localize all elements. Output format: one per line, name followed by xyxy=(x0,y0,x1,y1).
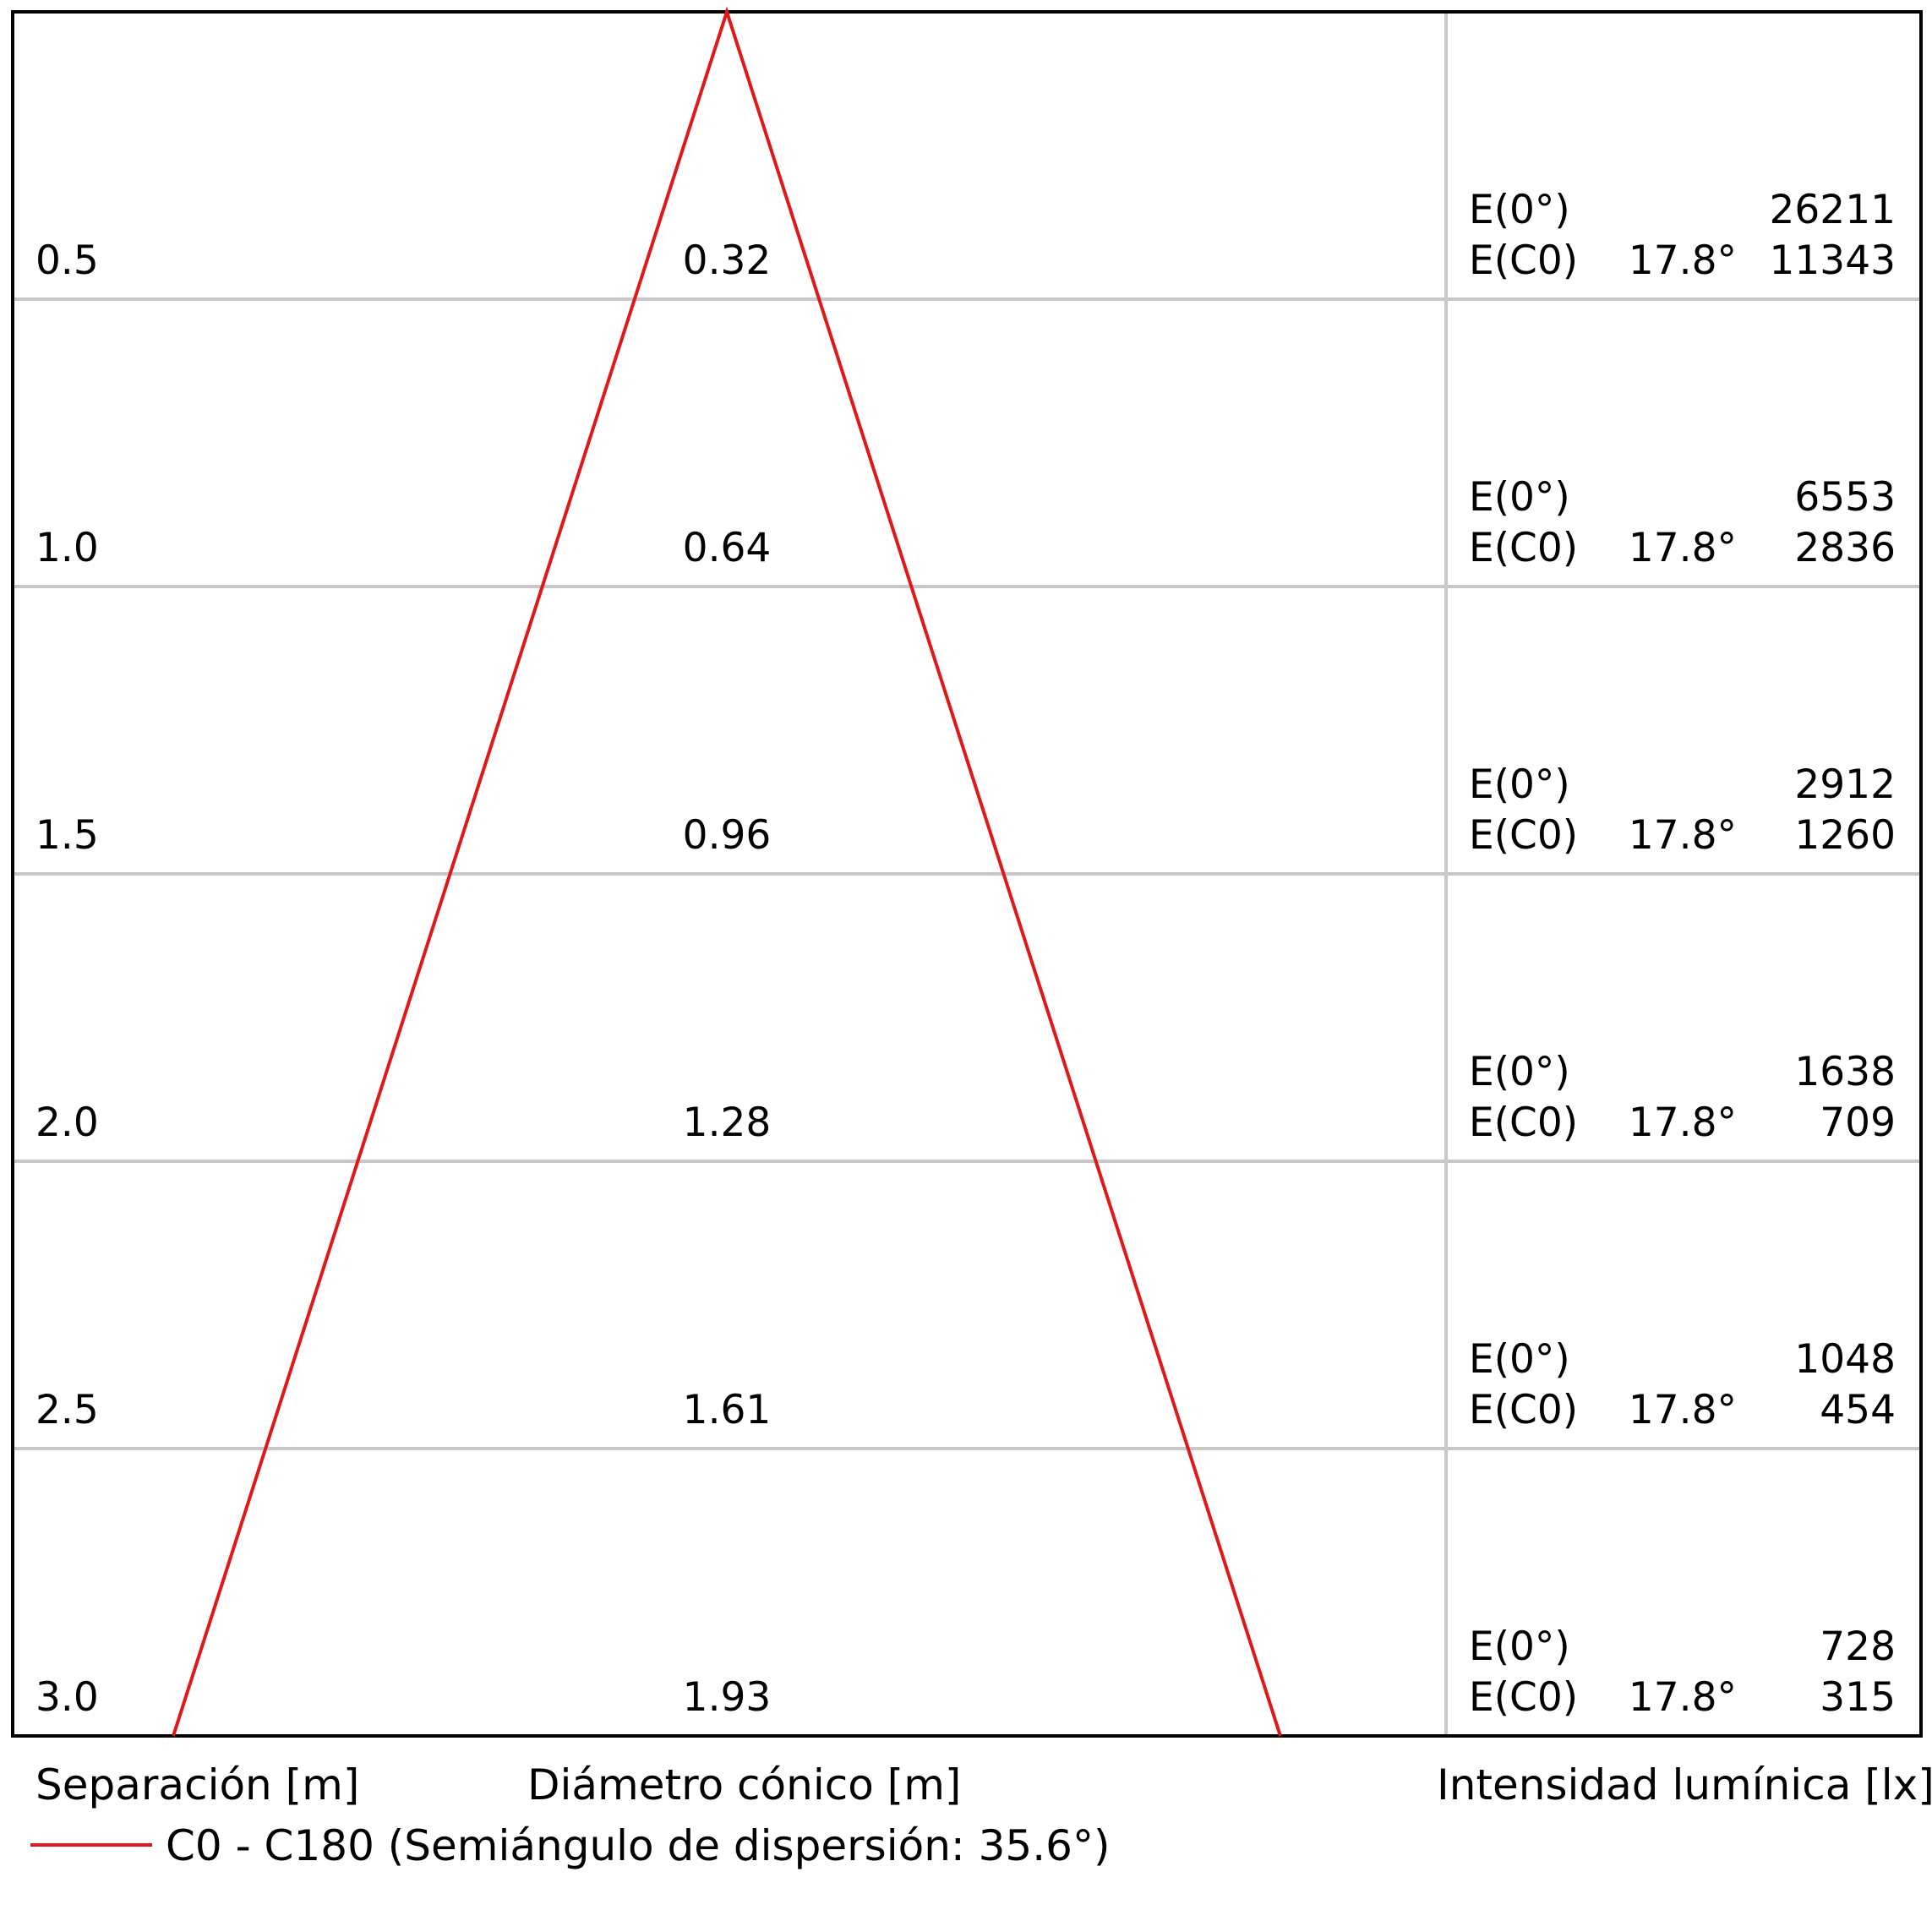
e0-label: E(0°) xyxy=(1469,474,1570,521)
ec0-label: E(C0) xyxy=(1469,1100,1578,1146)
e0-value: 2912 xyxy=(1794,761,1896,808)
ec0-angle: 17.8° xyxy=(1629,237,1737,284)
cone-diameter-value: 1.93 xyxy=(683,1674,772,1721)
ec0-angle: 17.8° xyxy=(1629,1674,1737,1721)
separation-value: 0.5 xyxy=(35,237,99,284)
intensity-caption: Intensidad lumínica [lx] xyxy=(1437,1760,1932,1809)
cone-diameter-value: 1.28 xyxy=(683,1100,772,1146)
separation-value: 3.0 xyxy=(35,1674,99,1721)
legend: C0 - C180 (Semiángulo de dispersión: 35.… xyxy=(30,1821,1110,1870)
cone-diameter-value: 0.64 xyxy=(683,525,772,571)
e0-label: E(0°) xyxy=(1469,187,1570,233)
e0-value: 26211 xyxy=(1769,187,1896,233)
cone-diameter-value: 1.61 xyxy=(683,1387,772,1433)
separation-value: 2.0 xyxy=(35,1100,99,1146)
ec0-angle: 17.8° xyxy=(1629,1100,1737,1146)
ec0-value: 454 xyxy=(1820,1387,1896,1433)
e0-label: E(0°) xyxy=(1469,761,1570,808)
ec0-value: 2836 xyxy=(1794,525,1896,571)
separation-value: 2.5 xyxy=(35,1387,99,1433)
e0-value: 6553 xyxy=(1794,474,1896,521)
ec0-label: E(C0) xyxy=(1469,1674,1578,1721)
separation-caption: Separación [m] xyxy=(35,1760,359,1809)
cone-diameter-value: 0.32 xyxy=(683,237,772,284)
separation-value: 1.5 xyxy=(35,812,99,859)
ec0-label: E(C0) xyxy=(1469,812,1578,859)
ec0-value: 709 xyxy=(1820,1100,1896,1146)
ec0-label: E(C0) xyxy=(1469,237,1578,284)
separation-value: 1.0 xyxy=(35,525,99,571)
ec0-label: E(C0) xyxy=(1469,1387,1578,1433)
diameter-caption: Diámetro cónico [m] xyxy=(527,1760,961,1809)
e0-label: E(0°) xyxy=(1469,1049,1570,1095)
ec0-angle: 17.8° xyxy=(1629,1387,1737,1433)
ec0-angle: 17.8° xyxy=(1629,525,1737,571)
e0-label: E(0°) xyxy=(1469,1336,1570,1383)
row-values: 0.5 0.32 E(0°) 26211 E(C0) 17.8° 11343 1.0 0.64 E… xyxy=(35,187,1896,1721)
ec0-value: 11343 xyxy=(1769,237,1896,284)
row-grid-lines xyxy=(13,299,1921,1449)
e0-value: 728 xyxy=(1820,1624,1896,1670)
ec0-value: 315 xyxy=(1820,1674,1896,1721)
e0-value: 1048 xyxy=(1794,1336,1896,1383)
cone-diameter-value: 0.96 xyxy=(683,812,772,859)
e0-value: 1638 xyxy=(1794,1049,1896,1095)
legend-label: C0 - C180 (Semiángulo de dispersión: 35.… xyxy=(166,1821,1110,1870)
ec0-value: 1260 xyxy=(1794,812,1896,859)
ec0-label: E(C0) xyxy=(1469,525,1578,571)
e0-label: E(0°) xyxy=(1469,1624,1570,1670)
ec0-angle: 17.8° xyxy=(1629,812,1737,859)
